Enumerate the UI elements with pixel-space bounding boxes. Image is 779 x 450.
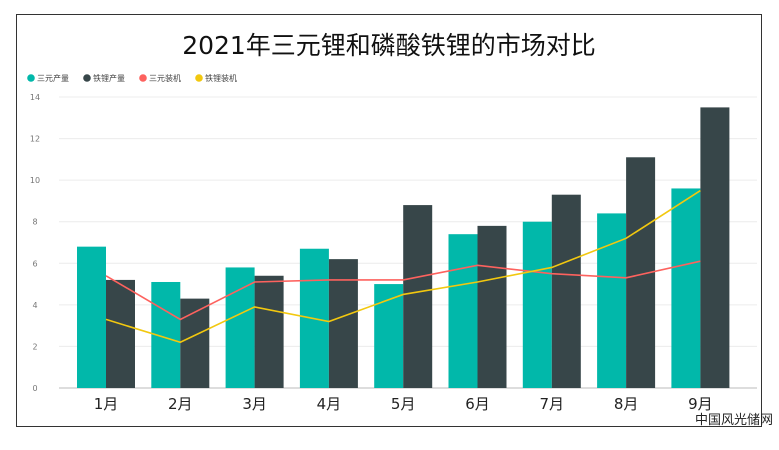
legend-label: 铁锂装机 [205,73,237,83]
bar-ternary-production [597,213,627,388]
x-tick-label: 1月 [94,395,119,413]
y-tick-label: 4 [32,301,37,310]
bar-ternary-production [77,246,106,388]
bar-lfp-production [254,275,284,388]
bar-ternary-production [225,267,255,388]
legend-marker [139,74,147,82]
bars [77,107,730,389]
bar-lfp-production [551,194,581,388]
chart-frame: 2021年三元锂和磷酸铁锂的市场对比 三元产量 铁锂产量 三元装机 铁锂装机 0 2 4 6… [16,14,762,427]
x-tick-label: 5月 [391,395,416,413]
bar-lfp-production [700,107,730,389]
legend-label: 铁锂产量 [93,73,125,83]
legend-marker [27,74,35,82]
x-tick-label: 4月 [317,395,342,413]
x-tick-label: 2月 [168,395,193,413]
bar-ternary-production [448,234,478,388]
chart-svg: 2021年三元锂和磷酸铁锂的市场对比 三元产量 铁锂产量 三元装机 铁锂装机 0 2 4 6… [27,31,757,413]
bar-ternary-production [522,221,552,388]
legend-label: 三元产量 [37,73,69,83]
bar-ternary-production [671,188,701,388]
lines [105,189,701,344]
bar-ternary-production [374,284,404,388]
chart-title: 2021年三元锂和磷酸铁锂的市场对比 [182,31,596,60]
y-tick-label: 12 [30,135,40,144]
y-tick-label: 2 [32,342,37,351]
legend-marker [195,74,203,82]
y-tick-label: 6 [32,259,37,268]
bar-lfp-production [328,259,358,388]
y-tick-label: 14 [30,93,40,102]
legend-marker [83,74,91,82]
bar-lfp-production [106,279,135,388]
x-tick-label: 7月 [540,395,565,413]
legend-label: 三元装机 [149,73,181,83]
bar-lfp-production [403,205,433,388]
watermark: 中国风光储网 [694,413,773,428]
x-axis: 1月 2月 3月 4月 5月 6月 7月 8月 9月 [94,395,713,413]
bar-lfp-production [180,298,210,388]
legend: 三元产量 铁锂产量 三元装机 铁锂装机 [27,73,237,83]
y-tick-label: 10 [30,176,40,185]
y-tick-label: 8 [32,218,37,227]
y-tick-label: 0 [32,384,37,393]
bar-lfp-production [477,225,507,388]
x-tick-label: 9月 [688,395,713,413]
x-tick-label: 8月 [614,395,639,413]
x-tick-label: 6月 [465,395,490,413]
x-tick-label: 3月 [242,395,267,413]
